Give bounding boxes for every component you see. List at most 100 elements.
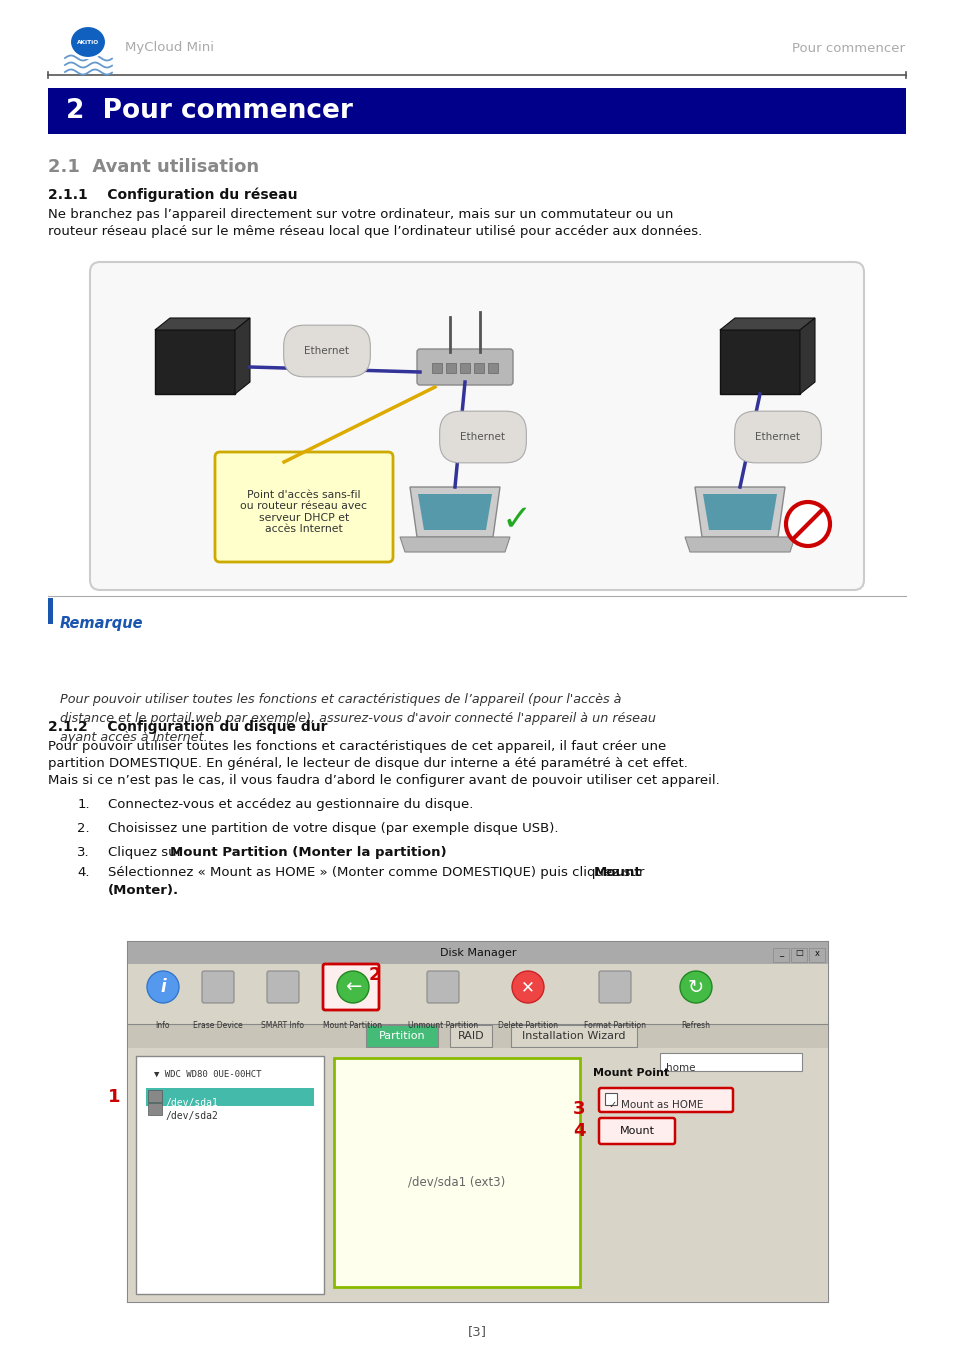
Circle shape	[336, 971, 369, 1003]
FancyBboxPatch shape	[154, 329, 234, 394]
Polygon shape	[702, 494, 776, 531]
Text: Mount Partition: Mount Partition	[323, 1021, 382, 1030]
Text: AKiTiO: AKiTiO	[77, 39, 99, 45]
Text: Unmount Partition: Unmount Partition	[408, 1021, 477, 1030]
FancyBboxPatch shape	[474, 363, 483, 373]
Circle shape	[512, 971, 543, 1003]
Text: _: _	[778, 949, 782, 957]
FancyBboxPatch shape	[48, 88, 905, 134]
FancyBboxPatch shape	[48, 598, 53, 624]
FancyBboxPatch shape	[202, 971, 233, 1003]
FancyBboxPatch shape	[488, 363, 497, 373]
FancyBboxPatch shape	[772, 948, 788, 963]
Text: Point d'accès sans-fil
ou routeur réseau avec
serveur DHCP et
accès Internet: Point d'accès sans-fil ou routeur réseau…	[240, 490, 367, 535]
Text: Mount Partition (Monter la partition): Mount Partition (Monter la partition)	[170, 846, 446, 859]
Text: ✓: ✓	[608, 1100, 617, 1110]
Text: ayant accès à Internet.: ayant accès à Internet.	[60, 730, 208, 744]
FancyBboxPatch shape	[427, 971, 458, 1003]
FancyBboxPatch shape	[136, 1056, 324, 1295]
Text: ←: ←	[344, 977, 361, 996]
Text: Disk Manager: Disk Manager	[439, 948, 516, 958]
Polygon shape	[684, 537, 794, 552]
Text: /dev/sda1 (ext3): /dev/sda1 (ext3)	[408, 1176, 505, 1188]
Text: x: x	[814, 949, 819, 957]
Text: Mount Point: Mount Point	[593, 1068, 668, 1079]
FancyBboxPatch shape	[148, 1103, 162, 1115]
Text: partition DOMESTIQUE. En général, le lecteur de disque dur interne a été paramét: partition DOMESTIQUE. En général, le lec…	[48, 757, 687, 769]
Circle shape	[147, 971, 179, 1003]
FancyBboxPatch shape	[604, 1094, 617, 1106]
FancyBboxPatch shape	[323, 964, 378, 1010]
FancyBboxPatch shape	[659, 1053, 801, 1071]
FancyBboxPatch shape	[720, 329, 800, 394]
Text: 2.1  Avant utilisation: 2.1 Avant utilisation	[48, 158, 259, 176]
Polygon shape	[800, 319, 814, 394]
FancyBboxPatch shape	[90, 262, 863, 590]
FancyBboxPatch shape	[214, 452, 393, 562]
FancyBboxPatch shape	[598, 1088, 732, 1112]
FancyBboxPatch shape	[598, 971, 630, 1003]
Circle shape	[679, 971, 711, 1003]
FancyBboxPatch shape	[128, 942, 827, 964]
Text: 2.1.2    Configuration du disque dur: 2.1.2 Configuration du disque dur	[48, 720, 327, 734]
Text: Info: Info	[155, 1021, 170, 1030]
FancyBboxPatch shape	[432, 363, 441, 373]
FancyBboxPatch shape	[267, 971, 298, 1003]
Text: Mais si ce n’est pas le cas, il vous faudra d’abord le configurer avant de pouvo: Mais si ce n’est pas le cas, il vous fau…	[48, 774, 719, 787]
Text: .: .	[412, 846, 416, 859]
FancyBboxPatch shape	[790, 948, 806, 963]
FancyBboxPatch shape	[128, 1025, 827, 1048]
Text: Ethernet: Ethernet	[304, 346, 349, 356]
FancyBboxPatch shape	[416, 350, 513, 385]
Polygon shape	[720, 319, 814, 329]
Text: (Monter).: (Monter).	[108, 884, 179, 896]
Polygon shape	[154, 319, 250, 329]
Text: home: home	[665, 1062, 695, 1073]
Text: SMART Info: SMART Info	[261, 1021, 304, 1030]
Text: 4.: 4.	[77, 865, 90, 879]
Text: 2  Pour commencer: 2 Pour commencer	[66, 99, 353, 124]
FancyBboxPatch shape	[446, 363, 456, 373]
Polygon shape	[410, 487, 499, 537]
Text: Sélectionnez « Mount as HOME » (Monter comme DOMESTIQUE) puis cliquez sur: Sélectionnez « Mount as HOME » (Monter c…	[108, 865, 648, 879]
FancyBboxPatch shape	[334, 1058, 579, 1287]
Polygon shape	[234, 319, 250, 394]
FancyBboxPatch shape	[128, 964, 827, 1025]
Text: Ethernet: Ethernet	[755, 432, 800, 441]
Text: Ne branchez pas l’appareil directement sur votre ordinateur, mais sur un commuta: Ne branchez pas l’appareil directement s…	[48, 208, 673, 221]
Text: 1: 1	[108, 1088, 120, 1106]
Text: Mount: Mount	[594, 865, 641, 879]
FancyBboxPatch shape	[148, 1089, 162, 1102]
Text: /dev/sda1: /dev/sda1	[166, 1098, 218, 1108]
Text: Ethernet: Ethernet	[460, 432, 505, 441]
FancyBboxPatch shape	[128, 1048, 827, 1301]
Text: Partition: Partition	[378, 1031, 425, 1041]
Text: [3]: [3]	[467, 1326, 486, 1338]
Text: ✕: ✕	[520, 977, 535, 996]
FancyBboxPatch shape	[146, 1088, 314, 1106]
Text: 2: 2	[369, 967, 381, 984]
FancyBboxPatch shape	[511, 1025, 637, 1048]
Text: RAID: RAID	[457, 1031, 484, 1041]
Text: Mount as HOME: Mount as HOME	[620, 1100, 702, 1110]
FancyBboxPatch shape	[366, 1025, 437, 1048]
Text: MyCloud Mini: MyCloud Mini	[125, 42, 213, 54]
Polygon shape	[417, 494, 492, 531]
Text: Pour commencer: Pour commencer	[791, 42, 904, 54]
Text: 2.: 2.	[77, 822, 90, 836]
Text: ↻: ↻	[687, 977, 703, 996]
Text: Installation Wizard: Installation Wizard	[521, 1031, 625, 1041]
Text: 2.1.1    Configuration du réseau: 2.1.1 Configuration du réseau	[48, 188, 297, 202]
Text: routeur réseau placé sur le même réseau local que l’ordinateur utilisé pour accé: routeur réseau placé sur le même réseau …	[48, 225, 701, 238]
Text: ✓: ✓	[501, 504, 532, 537]
Text: 4: 4	[572, 1122, 584, 1139]
Text: Format Partition: Format Partition	[583, 1021, 645, 1030]
Polygon shape	[695, 487, 784, 537]
Polygon shape	[399, 537, 510, 552]
Text: Remarque: Remarque	[60, 616, 143, 630]
Circle shape	[785, 502, 829, 545]
Text: i: i	[160, 977, 166, 996]
Text: Refresh: Refresh	[680, 1021, 710, 1030]
Text: /dev/sda2: /dev/sda2	[166, 1111, 218, 1120]
Text: Mount: Mount	[618, 1126, 654, 1135]
